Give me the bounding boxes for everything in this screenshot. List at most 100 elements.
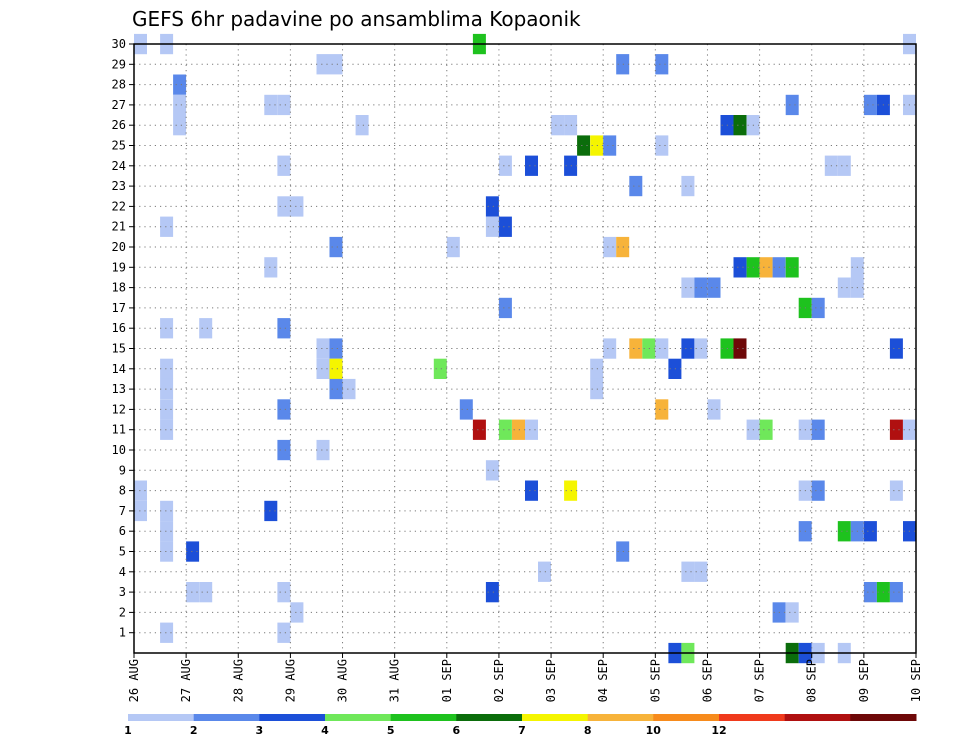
colorbar-swatch bbox=[456, 714, 523, 721]
heatmap-cell bbox=[316, 54, 330, 75]
heatmap-cell bbox=[134, 480, 147, 501]
heatmap-cell bbox=[785, 94, 799, 116]
heatmap-cell bbox=[538, 561, 551, 582]
heatmap-cell bbox=[863, 521, 877, 542]
heatmap-cell bbox=[329, 236, 343, 258]
x-tick-label: 09 SEP bbox=[857, 659, 871, 702]
heatmap-cell bbox=[173, 115, 187, 136]
y-tick-label: 19 bbox=[112, 260, 126, 274]
heatmap-cell bbox=[655, 135, 669, 156]
heatmap-cell bbox=[160, 541, 174, 562]
heatmap-cell bbox=[512, 419, 525, 440]
heatmap-cell bbox=[277, 582, 291, 603]
heatmap-cell bbox=[277, 318, 291, 339]
y-tick-label: 27 bbox=[112, 98, 126, 112]
heatmap-cell bbox=[681, 561, 695, 582]
heatmap-cell bbox=[811, 297, 825, 319]
heatmap-cell bbox=[616, 54, 630, 75]
heatmap-cell bbox=[603, 135, 617, 156]
heatmap-cell bbox=[459, 399, 473, 420]
colorbar-label: 7 bbox=[518, 724, 526, 737]
heatmap-cell bbox=[681, 175, 695, 197]
heatmap-cell bbox=[655, 54, 669, 75]
x-tick-label: 29 AUG bbox=[283, 659, 297, 702]
heatmap-cell bbox=[707, 399, 721, 420]
x-tick-label: 31 AUG bbox=[388, 659, 402, 702]
colorbar: 1 2 3 4 5 6 7 8 10 12 bbox=[124, 714, 917, 737]
y-tick-label: 23 bbox=[112, 179, 126, 193]
heatmap-cell bbox=[889, 582, 903, 603]
colorbar-swatch bbox=[390, 714, 457, 721]
colorbar-label: 12 bbox=[711, 724, 726, 737]
chart-title: GEFS 6hr padavine po ansamblima Kopaonik bbox=[132, 7, 581, 31]
heatmap-cell bbox=[264, 257, 278, 278]
grid-lines bbox=[133, 43, 917, 653]
heatmap-cell bbox=[446, 236, 460, 258]
y-tick-label: 12 bbox=[112, 402, 126, 416]
heatmap-cell bbox=[329, 338, 343, 359]
y-axis: 1234567891011121314151617181920212223242… bbox=[112, 37, 134, 640]
heatmap-cell bbox=[525, 419, 538, 440]
y-tick-label: 17 bbox=[112, 301, 126, 315]
heatmap-cell bbox=[485, 216, 499, 237]
heatmap-cell bbox=[733, 257, 747, 278]
heatmap-cell bbox=[173, 74, 187, 95]
heatmap-cell bbox=[277, 94, 291, 116]
colorbar-label: 2 bbox=[190, 724, 198, 737]
heatmap-cell bbox=[629, 175, 643, 197]
y-tick-label: 15 bbox=[112, 342, 126, 356]
y-tick-label: 21 bbox=[112, 220, 126, 234]
heatmap-cell bbox=[316, 338, 330, 359]
colorbar-swatch bbox=[784, 714, 851, 721]
colorbar-swatch bbox=[719, 714, 786, 721]
x-tick-label: 01 SEP bbox=[440, 659, 454, 702]
x-tick-label: 27 AUG bbox=[179, 659, 193, 702]
x-tick-label: 08 SEP bbox=[805, 659, 819, 702]
y-tick-label: 10 bbox=[112, 443, 126, 457]
heatmap-cell bbox=[564, 115, 578, 136]
heatmap-cell bbox=[590, 135, 604, 156]
heatmap-cell bbox=[837, 155, 851, 176]
y-tick-label: 29 bbox=[112, 57, 126, 71]
heatmap-cell bbox=[290, 196, 304, 217]
heatmap-cell bbox=[498, 216, 512, 237]
heatmap-cell bbox=[342, 378, 356, 400]
heatmap-cell bbox=[759, 419, 773, 440]
colorbar-swatch bbox=[325, 714, 392, 721]
heatmap-cell bbox=[759, 257, 773, 278]
heatmap-cell bbox=[707, 277, 721, 298]
heatmap-cell bbox=[277, 439, 291, 461]
heatmap-cell bbox=[577, 135, 591, 156]
colorbar-label: 4 bbox=[321, 724, 329, 737]
x-tick-label: 10 SEP bbox=[909, 659, 923, 702]
heatmap-cell bbox=[355, 115, 369, 136]
y-tick-label: 25 bbox=[112, 139, 126, 153]
heatmap-cell bbox=[603, 236, 617, 258]
heatmap-cell bbox=[277, 196, 291, 217]
heatmap-cell bbox=[863, 94, 877, 116]
heatmap-cell bbox=[525, 155, 538, 176]
heatmap-cell bbox=[681, 277, 695, 298]
colorbar-swatch bbox=[850, 714, 917, 721]
y-tick-label: 30 bbox=[112, 37, 126, 51]
heatmap-cell bbox=[551, 115, 565, 136]
heatmap-cell bbox=[590, 358, 604, 379]
y-tick-label: 5 bbox=[119, 545, 126, 559]
heatmap-cell bbox=[629, 338, 643, 359]
x-tick-label: 02 SEP bbox=[492, 659, 506, 702]
y-tick-label: 7 bbox=[119, 504, 126, 518]
y-tick-label: 14 bbox=[112, 362, 126, 376]
heatmap-cell bbox=[811, 419, 825, 440]
y-tick-label: 6 bbox=[119, 524, 126, 538]
heatmap-cell bbox=[485, 196, 499, 217]
x-axis: 26 AUG 27 AUG 28 AUG 29 AUG 30 AUG 31 AUG 01 S… bbox=[127, 653, 923, 702]
y-tick-label: 24 bbox=[112, 159, 126, 173]
heatmap-cell bbox=[316, 439, 330, 461]
colorbar-swatch bbox=[128, 714, 195, 721]
y-tick-label: 26 bbox=[112, 118, 126, 132]
colorbar-swatch bbox=[653, 714, 720, 721]
heatmap-cell bbox=[498, 419, 512, 440]
heatmap-cell bbox=[733, 115, 747, 136]
heatmap-cell bbox=[485, 460, 499, 481]
